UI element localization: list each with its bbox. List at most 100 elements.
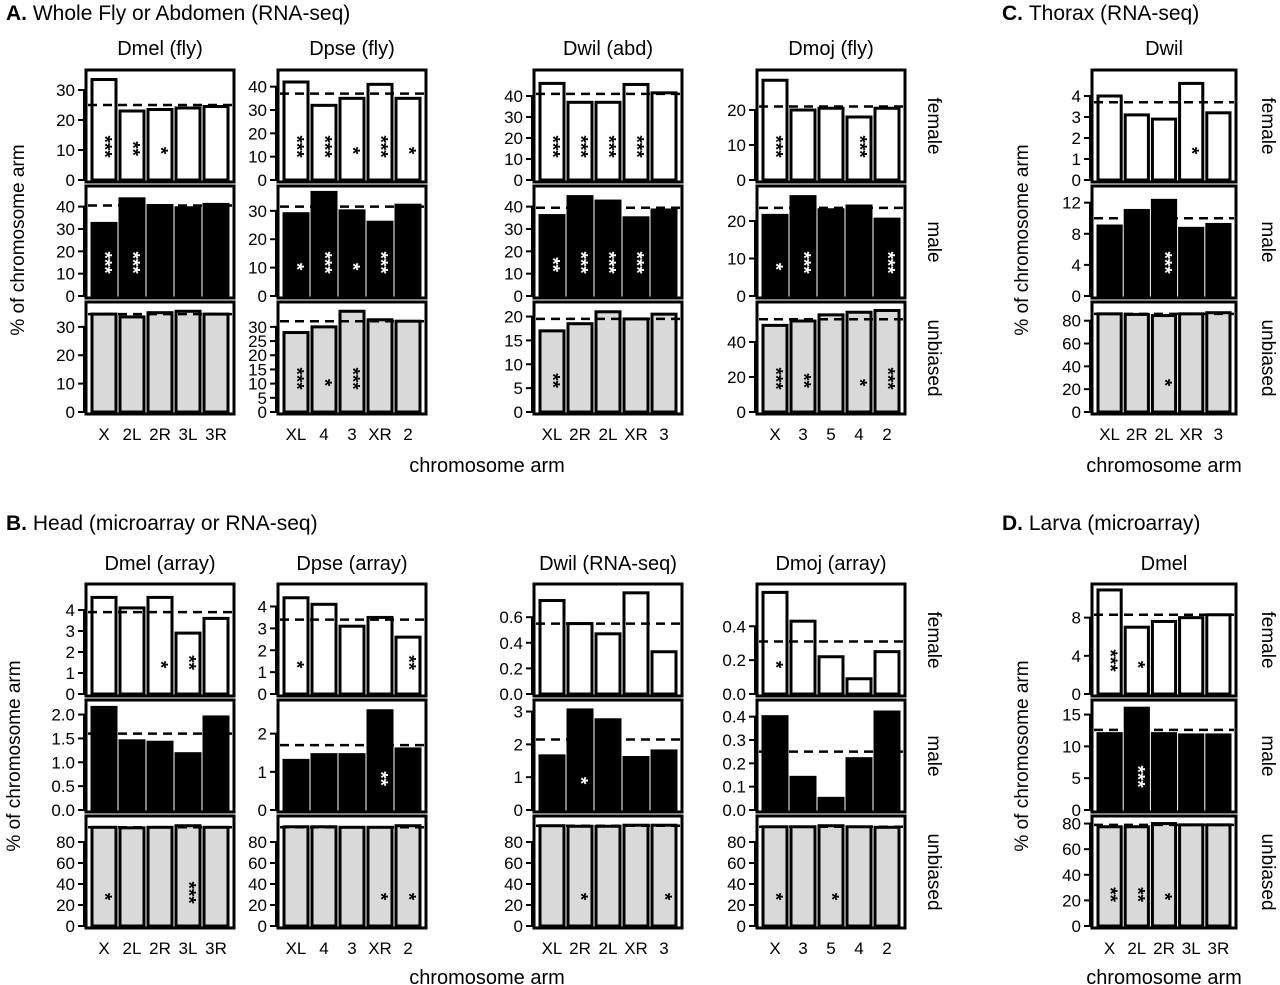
significance-stars: *** <box>793 252 814 275</box>
panel-unbiased: 0 20 40 60 80 * * <box>504 816 682 936</box>
section-a: A. Whole Fly or Abdomen (RNA-seq)% of ch… <box>6 2 944 477</box>
significance-stars: ** <box>122 141 143 156</box>
bar <box>92 707 116 810</box>
significance-stars: * <box>821 777 842 785</box>
bar <box>791 197 815 296</box>
y-tick-label: 20 <box>248 896 267 915</box>
x-tick-label: 2R <box>569 425 591 444</box>
panel-female: 010203040*** *** *** *** <box>504 70 682 190</box>
y-tick-label: 0 <box>258 685 267 704</box>
section-title: Head (microarray or RNA-seq) <box>33 512 318 535</box>
y-tick-label: 0 <box>737 287 746 306</box>
bar <box>568 197 592 296</box>
bar <box>1152 119 1175 180</box>
significance-stars: *** <box>314 136 335 159</box>
y-tick-label: 0 <box>66 287 75 306</box>
bar <box>148 313 172 412</box>
significance-stars: * <box>765 661 786 669</box>
section-header: B. Head (microarray or RNA-seq) <box>6 512 318 535</box>
bar <box>204 107 228 181</box>
bar <box>148 110 172 181</box>
panel-female: 048*** * <box>1072 584 1236 704</box>
significance-stars: ** <box>542 373 563 388</box>
bar <box>1180 618 1203 694</box>
bar <box>763 80 787 180</box>
y-tick-label: 0.0 <box>51 801 75 820</box>
row-label-unbiased: unbiased <box>1257 833 1278 910</box>
bar <box>284 82 308 180</box>
significance-stars: *** <box>765 136 786 159</box>
y-tick-label: 1 <box>514 768 523 787</box>
y-tick-label: 0.2 <box>722 651 746 670</box>
significance-stars: * <box>1154 893 1175 901</box>
significance-stars: * <box>570 777 591 785</box>
y-tick-label: 80 <box>504 833 523 852</box>
row-label-unbiased: unbiased <box>923 833 944 910</box>
bar <box>1125 314 1148 412</box>
significance-stars: * <box>94 893 115 901</box>
bar <box>791 621 815 694</box>
y-tick-label: 30 <box>248 101 267 120</box>
y-tick-label: 3 <box>514 703 523 722</box>
significance-stars: * <box>1126 661 1147 669</box>
y-tick-label: 5 <box>1072 769 1081 788</box>
bar <box>652 825 676 926</box>
y-axis-label: % of chromosome arm <box>1012 660 1033 851</box>
significance-stars: *** <box>94 136 115 159</box>
panel-male: 0102030* *** * *** <box>248 186 426 306</box>
significance-stars: * <box>765 263 786 271</box>
y-axis-label: % of chromosome arm <box>4 660 25 851</box>
y-tick-label: 30 <box>504 108 523 127</box>
bar <box>847 759 871 810</box>
y-tick-label: 0 <box>258 171 267 190</box>
section-letter: C. <box>1002 2 1029 25</box>
significance-stars: ** <box>370 771 391 786</box>
y-tick-label: 40 <box>504 87 523 106</box>
y-tick-label: 60 <box>1062 335 1081 354</box>
bar <box>791 777 815 810</box>
y-tick-label: 2 <box>258 641 267 660</box>
bar <box>368 617 392 694</box>
y-tick-label: 20 <box>727 101 746 120</box>
panel-unbiased: 02040*** ** * *** <box>727 302 905 422</box>
y-tick-label: 0.4 <box>499 634 523 653</box>
x-tick-label: X <box>1104 939 1115 958</box>
chart-dmel-array: Dmel (array)X 2L 2R 3L 3R01234* **0.00.51.01.… <box>51 553 234 958</box>
x-tick-label: 3L <box>179 425 198 444</box>
bar <box>368 320 392 412</box>
y-tick-label: 10 <box>56 265 75 284</box>
chart-title: Dmel <box>1141 553 1188 575</box>
panel-male: 04812*** <box>1062 186 1236 306</box>
bar <box>176 208 200 296</box>
bar <box>312 192 336 296</box>
bar <box>540 216 564 296</box>
x-tick-label: 2 <box>403 939 412 958</box>
bar <box>1180 735 1203 810</box>
bar <box>1180 228 1203 296</box>
row-label-unbiased: unbiased <box>1257 319 1278 396</box>
x-tick-label: 3 <box>347 425 356 444</box>
y-tick-label: 0 <box>514 917 523 936</box>
y-tick-label: 10 <box>56 141 75 160</box>
x-tick-label: XR <box>624 425 648 444</box>
y-tick-label: 10 <box>1062 737 1081 756</box>
y-tick-label: 4 <box>66 601 75 620</box>
section-letter: A. <box>6 2 33 25</box>
y-tick-label: 0 <box>258 917 267 936</box>
bar <box>1098 96 1121 180</box>
bar <box>1098 734 1121 810</box>
x-tick-label: 4 <box>319 425 328 444</box>
x-tick-label: 4 <box>854 939 863 958</box>
bar <box>1207 735 1230 810</box>
x-axis-label: chromosome arm <box>1086 967 1242 985</box>
bar <box>1152 316 1175 412</box>
y-tick-label: 40 <box>56 198 75 217</box>
row-label-female: female <box>923 611 944 668</box>
y-tick-label: 40 <box>504 875 523 894</box>
bar <box>312 604 336 694</box>
y-tick-label: 0 <box>514 171 523 190</box>
y-tick-label: 30 <box>504 220 523 239</box>
y-tick-label: 0 <box>1072 685 1081 704</box>
panel-female: 01020*** *** <box>727 70 905 190</box>
